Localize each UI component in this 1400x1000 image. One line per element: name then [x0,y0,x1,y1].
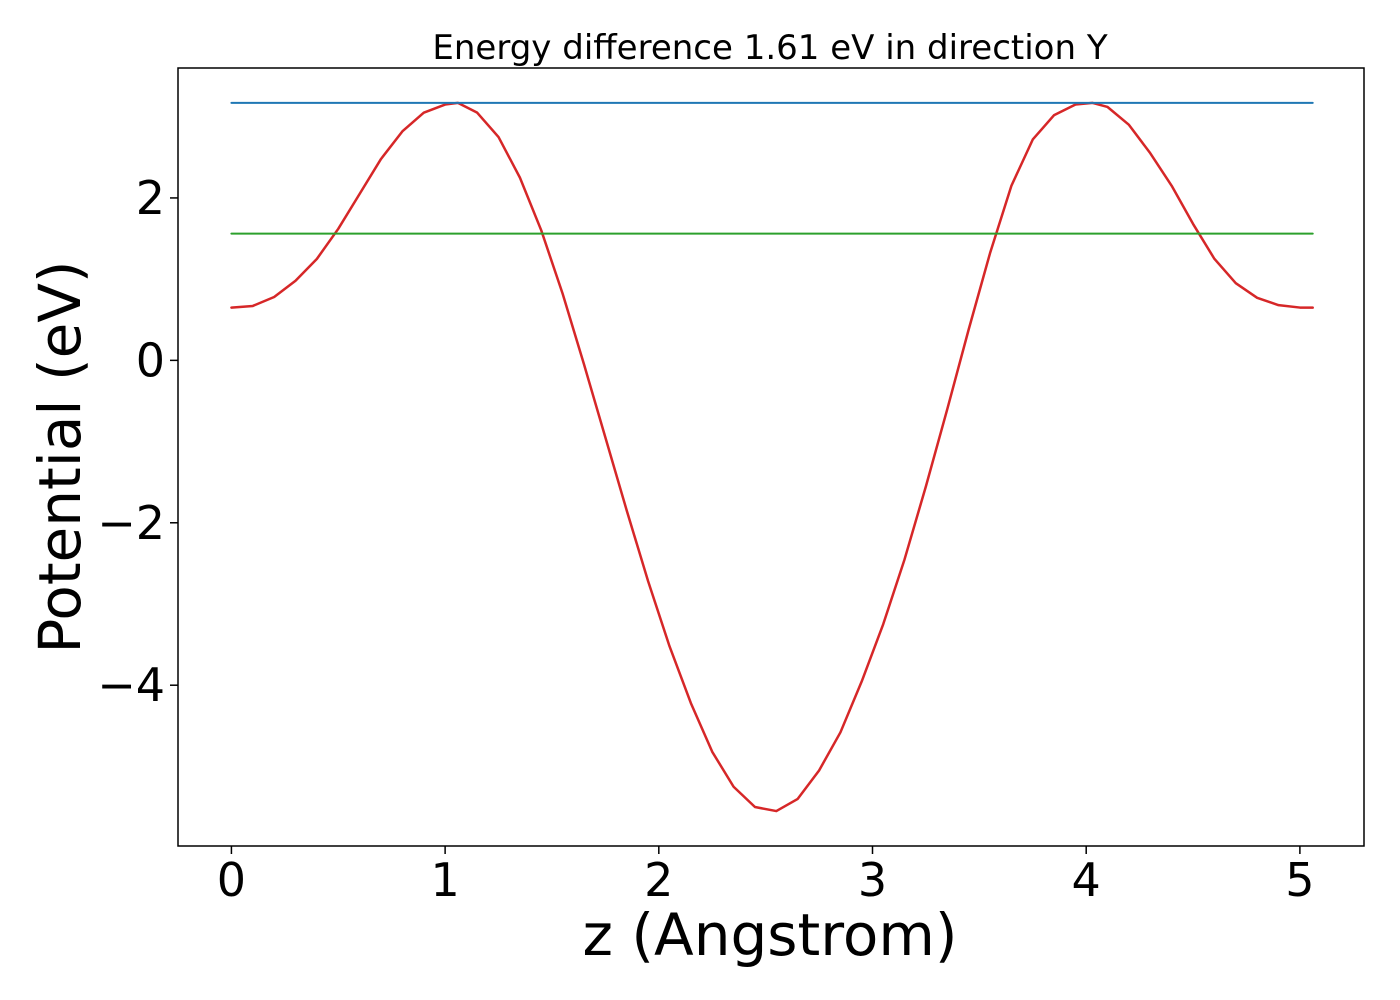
plot-frame [177,67,1365,847]
y-tick-label-2: 0 [136,333,165,387]
y-axis: −4 −2 0 2 [97,171,178,712]
x-tick-label-1: 1 [430,853,459,907]
x-axis-label: z (Angstrom) [583,901,958,969]
y-tick-label-0: −4 [97,658,165,712]
series-line-0 [230,101,1314,813]
y-tick-label-1: −2 [97,496,165,550]
y-axis-label: Potential (eV) [26,260,94,653]
y-tick-label-3: 2 [136,171,165,225]
x-tick-label-5: 5 [1285,853,1314,907]
x-axis: 0 1 2 3 4 5 [217,846,1315,907]
x-tick-label-0: 0 [217,853,246,907]
chart-title: Energy difference 1.61 eV in direction Y [432,28,1107,68]
x-tick-label-2: 2 [644,853,673,907]
series-layer [230,101,1314,813]
x-tick-label-4: 4 [1072,853,1101,907]
x-tick-label-3: 3 [858,853,887,907]
